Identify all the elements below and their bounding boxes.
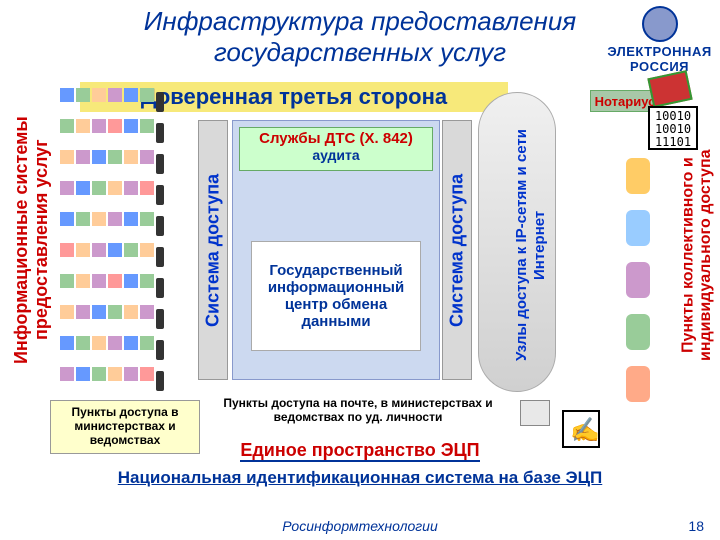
ip-access-label: Узлы доступа к IP-сетям и сети Интернет [512,100,550,390]
person-icon [626,262,650,298]
logo-line-2: РОССИЯ [607,59,712,74]
ecp-space-label: Единое пространство ЭЦП [210,440,510,461]
person-icon [626,210,650,246]
info-systems-label: Информационные системы предоставления ус… [8,100,56,380]
ecp-text: Единое пространство ЭЦП [240,440,479,462]
logo-line-1: ЭЛЕКТРОННАЯ [607,44,712,59]
center-panel: Службы ДТС (Х. 842) аудита Государственн… [232,120,440,380]
access-system-right: Система доступа [442,120,472,380]
dts-title: Службы ДТС (Х. 842) [240,130,432,147]
center-text: Государственный информационный центр обм… [260,262,412,330]
stamp-icon [647,70,692,108]
logo-russia: ЭЛЕКТРОННАЯ РОССИЯ [607,4,712,74]
dts-services-box: Службы ДТС (Х. 842) аудита [239,127,433,171]
post-access-points: Пункты доступа на почте, в министерствах… [218,396,498,424]
dts-sub: аудита [240,147,432,163]
collective-access-label: Пункты коллективного и индивидуального д… [678,120,716,390]
gov-data-center-box: Государственный информационный центр обм… [251,241,421,351]
signature-icon [562,410,600,448]
citizens-column [616,150,660,410]
national-id-system: Национальная идентификационная система н… [100,468,620,488]
emblem-icon [642,6,678,42]
ministry-icons-grid [60,88,190,398]
person-icon [626,366,650,402]
computer-icon [520,400,550,426]
ministry-access-points: Пункты доступа в министерствах и ведомст… [50,400,200,454]
person-icon [626,314,650,350]
person-icon [626,158,650,194]
footer-org: Росинформтехнологии [0,518,720,534]
page-number: 18 [688,518,704,534]
access-system-left: Система доступа [198,120,228,380]
